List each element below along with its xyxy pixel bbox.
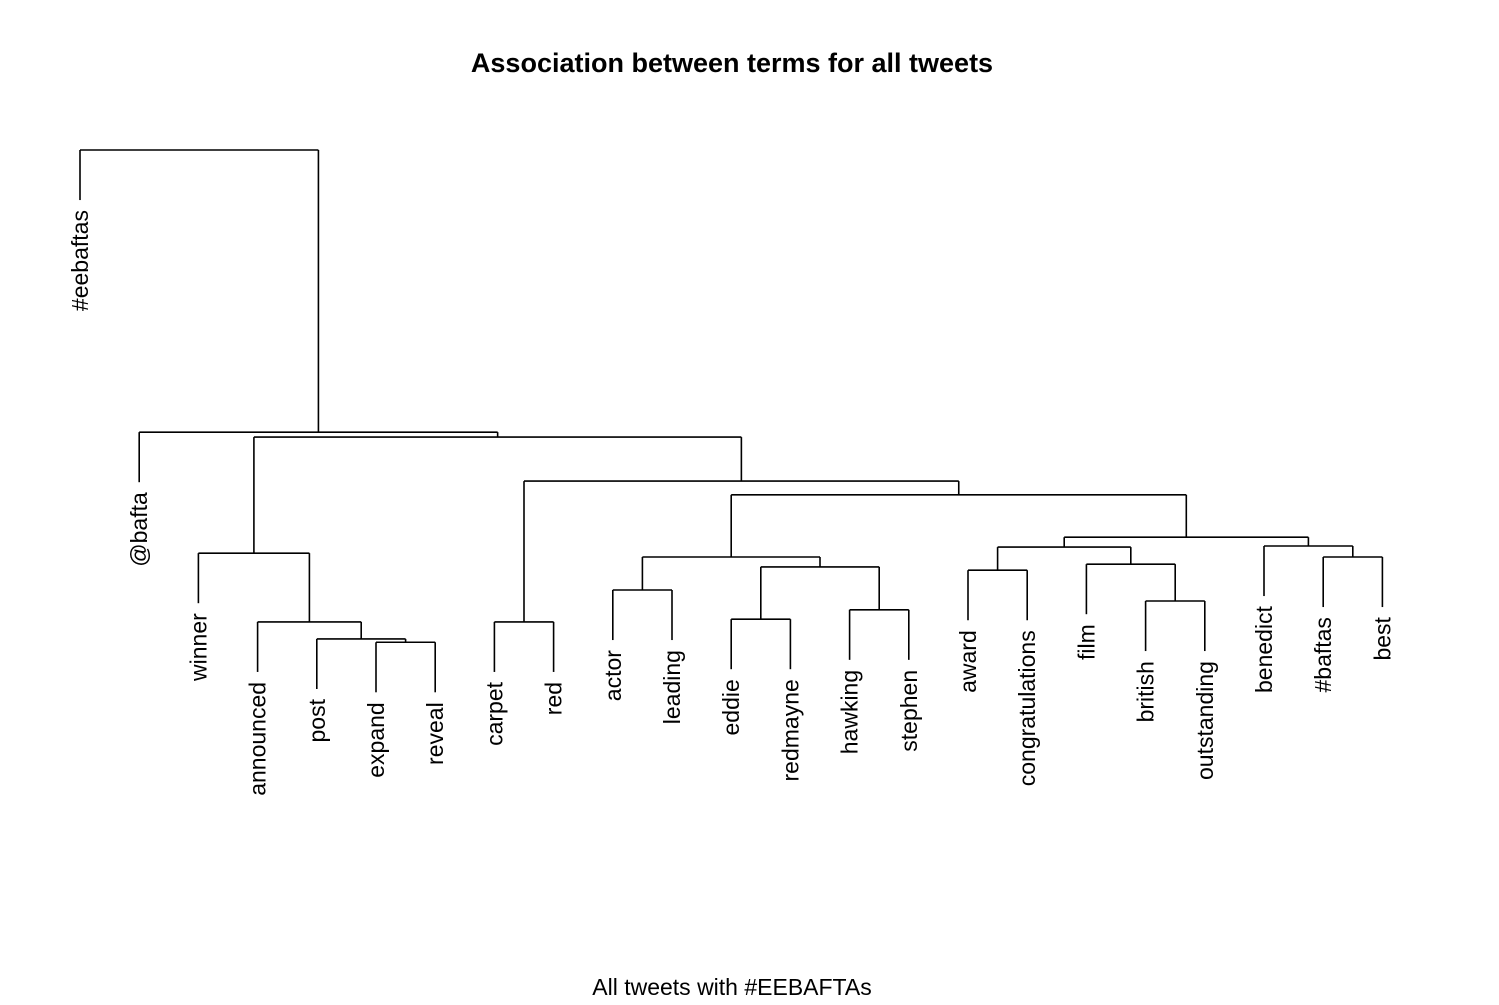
leaf-label: #baftas	[1310, 617, 1336, 692]
leaf-label: @bafta	[126, 492, 152, 567]
leaf-label: red	[541, 682, 567, 715]
leaf-label: leading	[659, 650, 685, 724]
leaf-label: eddie	[718, 679, 744, 735]
leaf-label: best	[1369, 616, 1395, 660]
leaf-label: reveal	[422, 702, 448, 765]
leaf-label: congratulations	[1014, 630, 1040, 786]
leaf-label: expand	[363, 702, 389, 777]
leaf-label: #eebaftas	[67, 210, 93, 311]
leaf-label: announced	[245, 682, 271, 796]
leaf-label: hawking	[837, 670, 863, 754]
leaf-label: award	[955, 630, 981, 693]
leaf-label: winner	[185, 613, 211, 682]
leaf-label: redmayne	[777, 679, 803, 781]
x-axis-label: All tweets with #EEBAFTAs	[592, 974, 872, 1000]
leaf-label: outstanding	[1192, 661, 1218, 780]
leaf-labels: #eebaftas @bafta winner announced post expand…	[67, 210, 1395, 796]
leaf-label: post	[304, 698, 330, 742]
leaf-label: carpet	[481, 681, 507, 746]
leaf-label: british	[1133, 661, 1159, 722]
leaf-label: actor	[600, 650, 626, 701]
leaf-label: film	[1073, 624, 1099, 660]
leaf-label: benedict	[1251, 605, 1277, 693]
leaf-label: stephen	[896, 670, 922, 752]
dendrogram-links	[79, 149, 1384, 693]
chart-title: Association between terms for all tweets	[471, 48, 993, 78]
